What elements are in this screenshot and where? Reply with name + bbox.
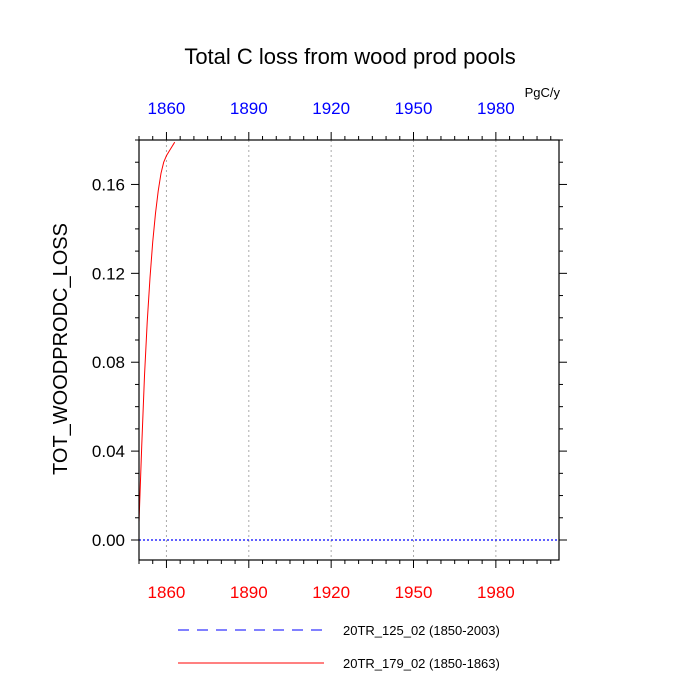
x-tick-label-bottom: 1920 [312, 583, 350, 602]
units-label: PgC/y [525, 85, 561, 100]
y-tick-label: 0.12 [92, 264, 125, 283]
x-tick-label-bottom: 1890 [230, 583, 268, 602]
y-tick-label: 0.00 [92, 531, 125, 550]
x-tick-label-top: 1980 [477, 99, 515, 118]
legend-label-2: 20TR_179_02 (1850-1863) [343, 656, 500, 671]
x-tick-label-top: 1860 [148, 99, 186, 118]
x-tick-label-bottom: 1950 [395, 583, 433, 602]
x-tick-label-bottom: 1860 [148, 583, 186, 602]
x-tick-label-bottom: 1980 [477, 583, 515, 602]
chart-title: Total C loss from wood prod pools [184, 44, 515, 69]
y-axis-label: TOT_WOODPRODC_LOSS [50, 223, 72, 475]
axis-ticks: 1860 1890 1920 1950 1980 1860 1890 1920 1950 1980… [92, 99, 567, 602]
series-layer [138, 141, 559, 541]
plot-frame [138, 139, 560, 561]
x-tick-label-top: 1950 [395, 99, 433, 118]
legend-label-1: 20TR_125_02 (1850-2003) [343, 623, 500, 638]
y-tick-label: 0.08 [92, 353, 125, 372]
x-tick-label-top: 1920 [312, 99, 350, 118]
y-tick-label: 0.16 [92, 175, 125, 194]
series-line-2 [138, 141, 176, 523]
grid [165, 140, 497, 560]
x-tick-label-top: 1890 [230, 99, 268, 118]
y-tick-label: 0.04 [92, 442, 125, 461]
legend: 20TR_125_02 (1850-2003) 20TR_179_02 (1850… [178, 623, 500, 671]
